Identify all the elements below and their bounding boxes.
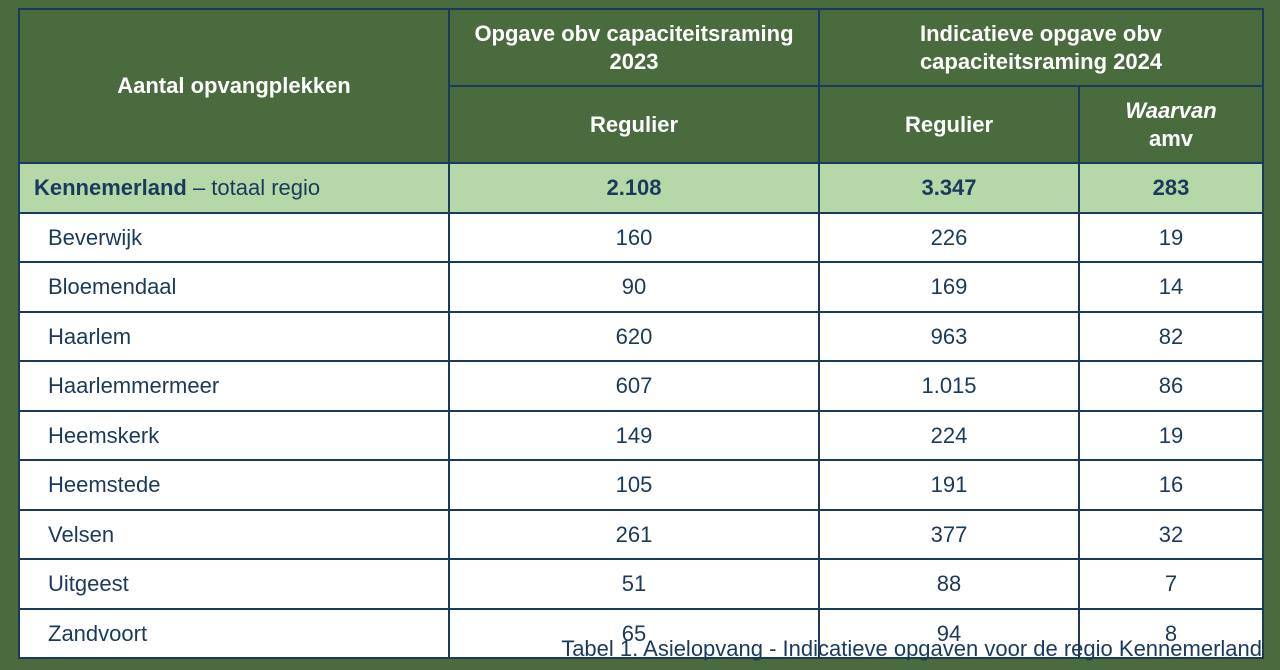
- row-v3: 19: [1079, 213, 1263, 263]
- total-row: Kennemerland – totaal regio 2.108 3.347 …: [19, 163, 1263, 213]
- table-row: Bloemendaal9016914: [19, 262, 1263, 312]
- row-v2: 377: [819, 510, 1079, 560]
- row-v3: 19: [1079, 411, 1263, 461]
- table-row: Heemskerk14922419: [19, 411, 1263, 461]
- table-row: Velsen26137732: [19, 510, 1263, 560]
- total-region-bold: Kennemerland: [34, 175, 187, 200]
- row-name: Bloemendaal: [19, 262, 449, 312]
- header-sub-amv-italic: Waarvan: [1125, 98, 1216, 123]
- row-v3: 32: [1079, 510, 1263, 560]
- row-v2: 169: [819, 262, 1079, 312]
- table-body: Kennemerland – totaal regio 2.108 3.347 …: [19, 163, 1263, 658]
- row-v3: 7: [1079, 559, 1263, 609]
- row-v1: 607: [449, 361, 819, 411]
- row-v1: 160: [449, 213, 819, 263]
- capacity-table: Aantal opvangplekken Opgave obv capacite…: [18, 8, 1264, 659]
- header-sub-2024-amv: Waarvan amv: [1079, 86, 1263, 163]
- row-v2: 226: [819, 213, 1079, 263]
- header-group-2023: Opgave obv capaciteitsraming 2023: [449, 9, 819, 86]
- row-v1: 261: [449, 510, 819, 560]
- table-row: Heemstede10519116: [19, 460, 1263, 510]
- row-v1: 105: [449, 460, 819, 510]
- row-v1: 90: [449, 262, 819, 312]
- table-row: Uitgeest51887: [19, 559, 1263, 609]
- row-v1: 149: [449, 411, 819, 461]
- header-col1: Aantal opvangplekken: [19, 9, 449, 163]
- table-container: Aantal opvangplekken Opgave obv capacite…: [18, 8, 1262, 659]
- row-name: Beverwijk: [19, 213, 449, 263]
- total-v2: 3.347: [819, 163, 1079, 213]
- row-name: Zandvoort: [19, 609, 449, 659]
- row-v1: 620: [449, 312, 819, 362]
- table-caption: Tabel 1. Asielopvang - Indicatieve opgav…: [561, 636, 1262, 662]
- row-v3: 14: [1079, 262, 1263, 312]
- total-row-name: Kennemerland – totaal regio: [19, 163, 449, 213]
- row-name: Uitgeest: [19, 559, 449, 609]
- row-name: Haarlemmermeer: [19, 361, 449, 411]
- header-sub-2023-regulier: Regulier: [449, 86, 819, 163]
- row-name: Heemskerk: [19, 411, 449, 461]
- row-v2: 191: [819, 460, 1079, 510]
- header-group-2024: Indicatieve opgave obv capaciteitsraming…: [819, 9, 1263, 86]
- row-v3: 86: [1079, 361, 1263, 411]
- table-row: Haarlemmermeer6071.01586: [19, 361, 1263, 411]
- row-v2: 88: [819, 559, 1079, 609]
- row-name: Heemstede: [19, 460, 449, 510]
- header-sub-amv-rest: amv: [1149, 126, 1193, 151]
- row-v1: 51: [449, 559, 819, 609]
- row-v3: 16: [1079, 460, 1263, 510]
- total-region-rest: – totaal regio: [187, 175, 320, 200]
- row-v2: 224: [819, 411, 1079, 461]
- row-v2: 963: [819, 312, 1079, 362]
- row-v2: 1.015: [819, 361, 1079, 411]
- table-row: Haarlem62096382: [19, 312, 1263, 362]
- header-sub-2024-regulier: Regulier: [819, 86, 1079, 163]
- row-v3: 82: [1079, 312, 1263, 362]
- total-v3: 283: [1079, 163, 1263, 213]
- table-header: Aantal opvangplekken Opgave obv capacite…: [19, 9, 1263, 163]
- row-name: Haarlem: [19, 312, 449, 362]
- total-v1: 2.108: [449, 163, 819, 213]
- row-name: Velsen: [19, 510, 449, 560]
- table-row: Beverwijk16022619: [19, 213, 1263, 263]
